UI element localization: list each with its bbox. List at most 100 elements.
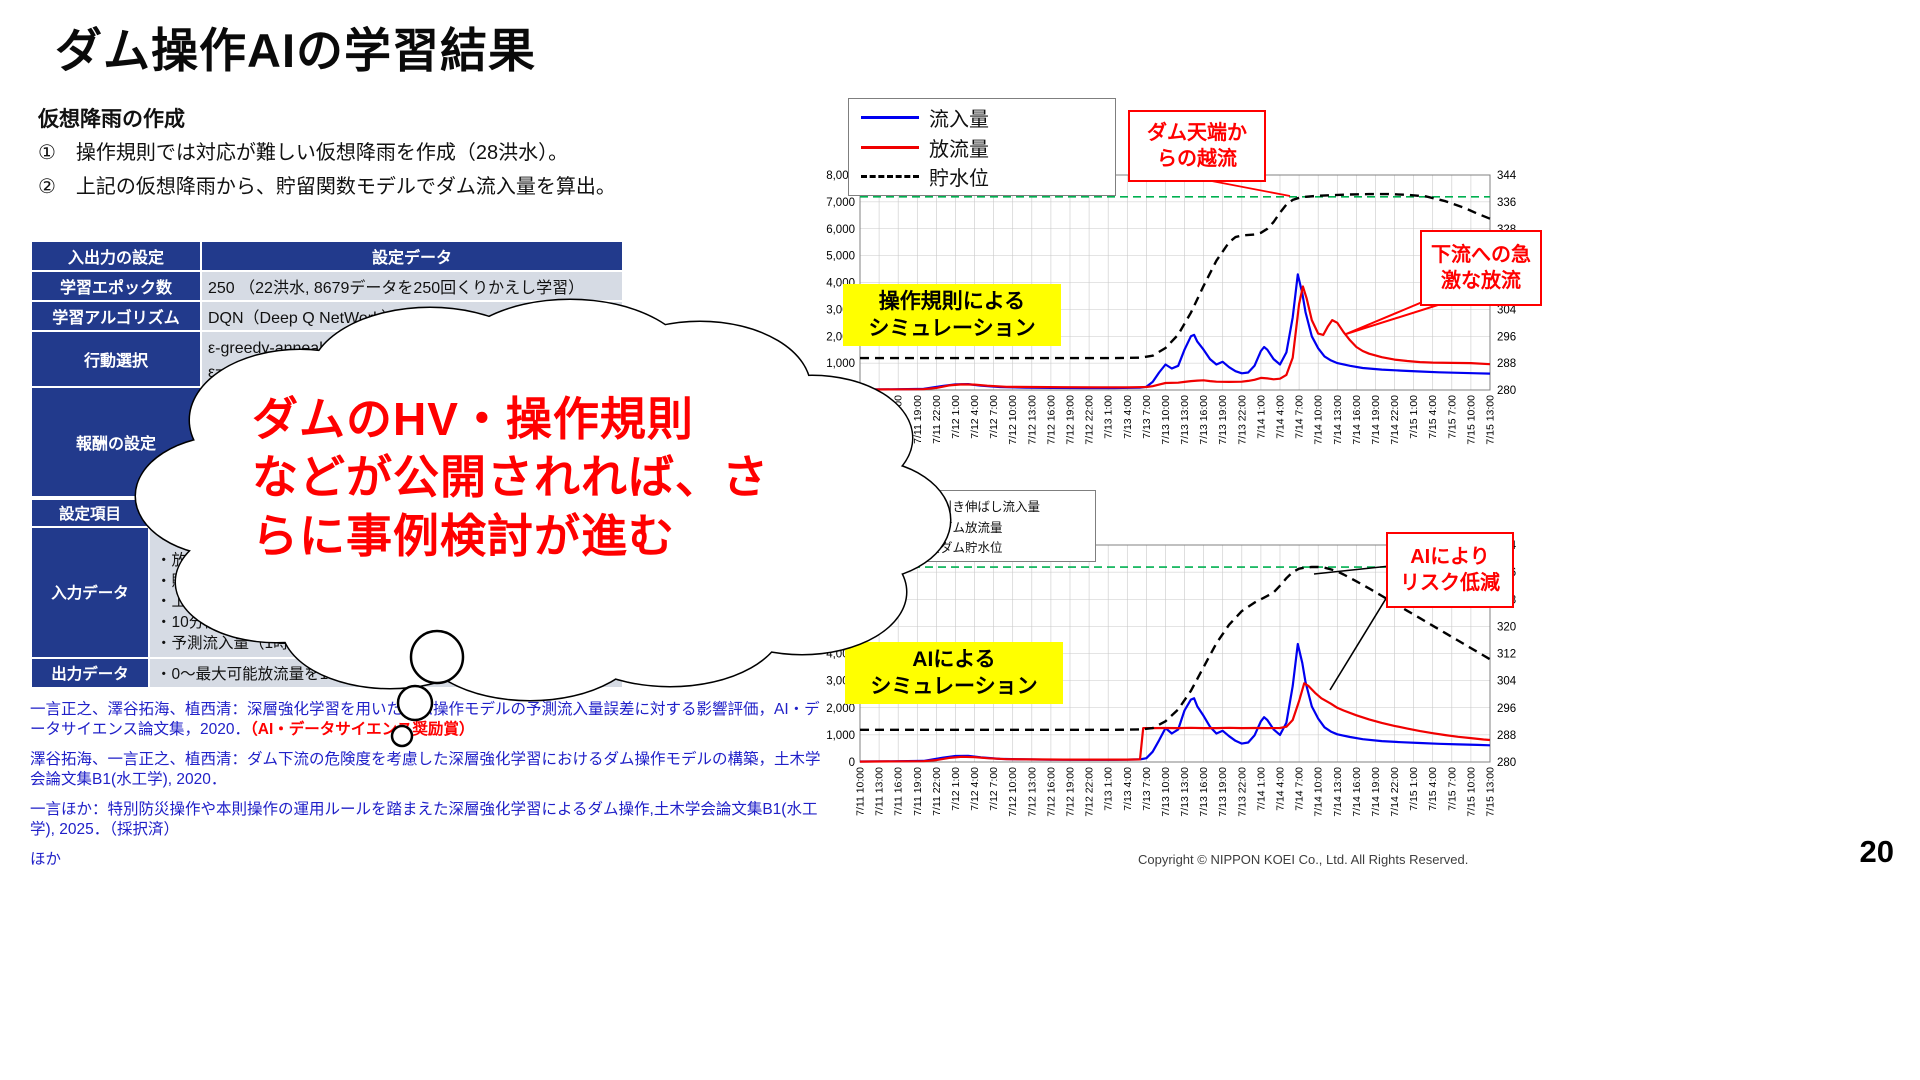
svg-text:304: 304: [1497, 676, 1517, 688]
legend-label: ダム引き伸ばし流入量: [915, 499, 1041, 514]
svg-text:7/12 22:00: 7/12 22:00: [1084, 395, 1096, 445]
reference-text: ほか: [30, 850, 62, 868]
legend-item-storage: 貯水位: [861, 162, 1103, 191]
svg-text:7/13 22:00: 7/13 22:00: [1236, 395, 1248, 445]
svg-text:7/15 10:00: 7/15 10:00: [1465, 395, 1477, 445]
svg-text:7/13 13:00: 7/13 13:00: [1179, 767, 1191, 817]
svg-text:7/14 4:00: 7/14 4:00: [1275, 767, 1287, 811]
svg-text:7/14 19:00: 7/14 19:00: [1370, 395, 1382, 445]
svg-text:0: 0: [849, 757, 855, 769]
svg-text:280: 280: [1497, 385, 1516, 397]
svg-text:7/11 22:00: 7/11 22:00: [931, 395, 943, 444]
legend-label: 貯水位: [929, 167, 989, 190]
chart-rule-simulation: 7/11 10:00 7/11 13:00 7/11 16:00 7/11 19:00…: [826, 170, 1517, 445]
svg-text:7/13 1:00: 7/13 1:00: [1103, 767, 1115, 811]
svg-text:7/12 13:00: 7/12 13:00: [1026, 395, 1038, 445]
svg-text:7/13 13:00: 7/13 13:00: [1179, 395, 1191, 445]
rapid-release-callout: 下流への急 激な放流: [1420, 230, 1542, 306]
table1-row-label: 学習エポック数: [30, 270, 202, 302]
input-item: ・予測流入量（1時間後～6時間後）: [156, 634, 406, 652]
table1-header-left: 入出力の設定: [30, 240, 202, 272]
svg-text:7/12 7:00: 7/12 7:00: [988, 395, 1000, 439]
svg-text:7/13 10:00: 7/13 10:00: [1160, 767, 1172, 817]
svg-text:7/14 1:00: 7/14 1:00: [1255, 767, 1267, 811]
svg-text:6,000: 6,000: [826, 224, 855, 236]
bullet-step-1: ① 操作規則では対応が難しい仮想降雨を作成（28洪水）。: [38, 142, 569, 164]
svg-text:7/14 13:00: 7/14 13:00: [1332, 395, 1344, 445]
input-item: ・上限水位と: [156, 593, 250, 611]
table2-output-item: ・0～最大可能放流量を15段階に区分: [148, 656, 624, 689]
chart1-legend: 流入量 放流量 貯水位: [848, 98, 1116, 196]
svg-text:7/12 4:00: 7/12 4:00: [969, 395, 981, 439]
svg-text:312: 312: [1497, 649, 1516, 661]
svg-text:5,000: 5,000: [826, 251, 855, 263]
legend-label: 下筌ダム放流量: [915, 520, 1003, 535]
svg-text:7/15 13:00: 7/15 13:00: [1485, 767, 1497, 817]
table1-row-value: 250 （22洪水, 8679データを250回くりかえし学習）: [200, 270, 624, 302]
svg-text:1,000: 1,000: [826, 358, 855, 370]
svg-text:7/11 13:00: 7/11 13:00: [874, 767, 886, 816]
legend-item-outflow: 放流量: [861, 133, 1103, 162]
legend-item-stretched-inflow: ダム引き伸ばし流入量: [875, 496, 1087, 515]
rule-simulation-label: 操作規則による シミュレーション: [843, 284, 1061, 346]
svg-text:5,000: 5,000: [826, 621, 855, 633]
svg-text:7/12 10:00: 7/12 10:00: [1007, 767, 1019, 817]
svg-text:7/14 19:00: 7/14 19:00: [1370, 767, 1382, 817]
svg-text:288: 288: [1497, 730, 1516, 742]
legend-item-dam-outflow: 下筌ダム放流量: [875, 517, 1087, 536]
reference-text: 澤谷拓海、一言正之、植西清：ダム下流の危険度を考慮した深層強化学習におけるダム操…: [30, 750, 821, 789]
svg-text:7/13 4:00: 7/13 4:00: [1122, 395, 1134, 439]
svg-text:7/15 13:00: 7/15 13:00: [1485, 395, 1497, 445]
svg-text:7,000: 7,000: [826, 567, 855, 579]
svg-text:7/12 13:00: 7/12 13:00: [1026, 767, 1038, 817]
table1-row-label: 報酬の設定: [30, 386, 202, 498]
svg-text:7/12 16:00: 7/12 16:00: [1045, 767, 1057, 817]
svg-text:7/14 10:00: 7/14 10:00: [1313, 395, 1325, 445]
input-item: ・10分前からの放流量: [156, 614, 313, 632]
table2-header-left: 設定項目: [30, 498, 150, 528]
svg-text:2,000: 2,000: [826, 703, 855, 715]
svg-text:296: 296: [1497, 703, 1516, 715]
svg-text:7/11 19:00: 7/11 19:00: [912, 767, 924, 816]
ai-simulation-label: AIによる シミュレーション: [845, 642, 1063, 704]
legend-label: 下筌ダム貯水位: [915, 541, 1003, 556]
table1-row-label: 行動選択: [30, 330, 202, 388]
svg-text:7/11 16:00: 7/11 16:00: [893, 395, 905, 444]
svg-text:7/14 13:00: 7/14 13:00: [1332, 767, 1344, 817]
outflow-line-icon: [861, 145, 919, 149]
svg-text:7/14 22:00: 7/14 22:00: [1389, 395, 1401, 445]
storage-dashed-line-icon: [861, 174, 919, 178]
svg-text:7/12 1:00: 7/12 1:00: [950, 767, 962, 811]
svg-text:7/11 13:00: 7/11 13:00: [874, 395, 886, 444]
storage-dashed-line-icon: [875, 545, 905, 549]
cloud-message-line: などが公開されれば、さ: [252, 451, 769, 504]
table1-row-value: DQN（Deep Q NetWork）: [200, 300, 624, 332]
svg-text:1,000: 1,000: [826, 730, 855, 742]
svg-text:7/14 16:00: 7/14 16:00: [1351, 767, 1363, 817]
cloud-message-line: ダムのHV・操作規則: [252, 393, 694, 445]
svg-text:7/15 7:00: 7/15 7:00: [1446, 395, 1458, 439]
svg-text:7/12 10:00: 7/12 10:00: [1007, 395, 1019, 445]
svg-text:7/12 1:00: 7/12 1:00: [950, 395, 962, 439]
svg-text:336: 336: [1497, 197, 1516, 209]
svg-text:7/14 10:00: 7/14 10:00: [1313, 767, 1325, 817]
inflow-line-icon: [875, 503, 905, 507]
copyright-text: Copyright © NIPPON KOEI Co., Ltd. All Ri…: [1138, 852, 1469, 867]
svg-text:7/15 7:00: 7/15 7:00: [1446, 767, 1458, 811]
svg-text:7/12 22:00: 7/12 22:00: [1084, 767, 1096, 817]
svg-text:7/15 4:00: 7/15 4:00: [1427, 395, 1439, 439]
svg-text:7/15 1:00: 7/15 1:00: [1408, 395, 1420, 439]
svg-text:7/14 22:00: 7/14 22:00: [1389, 767, 1401, 817]
svg-text:7/11 10:00: 7/11 10:00: [855, 767, 867, 816]
svg-text:7/11 19:00: 7/11 19:00: [912, 395, 924, 444]
bullet-step-2: ② 上記の仮想降雨から、貯留関数モデルでダム流入量を算出。: [38, 176, 616, 198]
svg-text:7/14 16:00: 7/14 16:00: [1351, 395, 1363, 445]
table1-header-right: 設定データ: [200, 240, 624, 272]
svg-text:288: 288: [1497, 358, 1516, 370]
references: 一言正之、澤谷拓海、植西清：深層強化学習を用いたダム操作モデルの予測流入量誤差に…: [30, 700, 830, 879]
svg-text:7/12 16:00: 7/12 16:00: [1045, 395, 1057, 445]
risk-reduction-callout: AIにより リスク低減: [1386, 532, 1514, 608]
svg-text:7/15 10:00: 7/15 10:00: [1465, 767, 1477, 817]
overflow-callout: ダム天端か らの越流: [1128, 110, 1266, 182]
svg-text:344: 344: [1497, 170, 1517, 182]
